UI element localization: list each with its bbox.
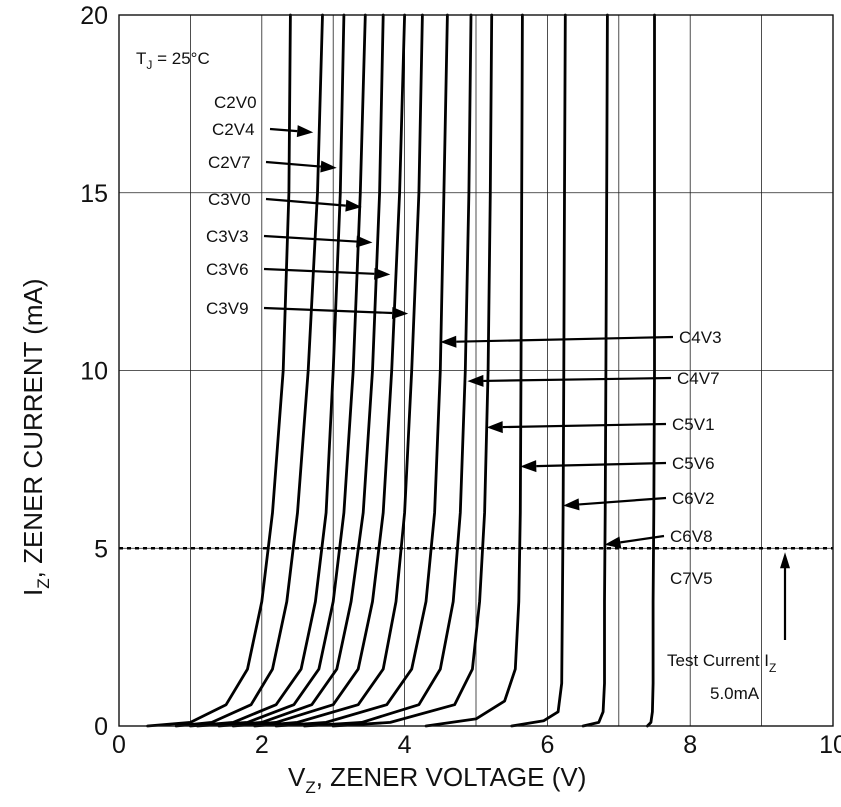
test-current-label: Test Current I	[667, 651, 769, 670]
svg-text:Test Current IZ: Test Current IZ	[667, 651, 776, 675]
curve-c3v9	[253, 13, 424, 728]
plot-frame	[118, 14, 834, 727]
arrowhead-c5v1	[486, 421, 503, 434]
label-c3v3: C3V3	[206, 227, 249, 246]
curve-c6v2	[510, 13, 567, 728]
arrowhead-c4v3	[440, 335, 457, 348]
curve-c4v7	[303, 13, 473, 728]
arrow-c4v7	[483, 376, 672, 383]
arrow-c3v3	[263, 234, 357, 243]
arrow-c6v2	[578, 496, 667, 506]
x-axis-title: VZ, ZENER VOLTAGE (V)	[288, 762, 586, 797]
x-tick-label: 6	[540, 731, 554, 759]
label-c2v7: C2V7	[208, 153, 251, 172]
label-c3v9: C3V9	[206, 299, 249, 318]
arrowhead-c6v8	[604, 536, 622, 549]
y-tick-label: 10	[80, 358, 108, 386]
arrowhead-c3v0	[345, 199, 362, 212]
arrow-c3v0	[265, 197, 346, 207]
label-c2v0: C2V0	[214, 93, 257, 112]
arrowhead-c2v7	[320, 160, 337, 173]
y-tick-label: 15	[80, 180, 108, 208]
curve-group	[146, 13, 656, 728]
junction-temp-annotation: TJ = 25°C	[136, 49, 210, 72]
label-c3v0: C3V0	[208, 190, 251, 209]
arrow-c2v4	[269, 127, 298, 133]
test-current-sub: Z	[769, 661, 776, 675]
label-c5v1: C5V1	[672, 415, 715, 434]
arrow-c4v3	[456, 335, 674, 343]
curve-c2v7	[189, 13, 346, 728]
y-tick-label: 0	[94, 713, 108, 741]
curve-c3v0	[196, 13, 367, 728]
label-c4v7: C4V7	[677, 369, 720, 388]
label-c4v3: C4V3	[679, 328, 722, 347]
arrow-c6v8	[620, 534, 665, 544]
test-current-line-group	[119, 547, 833, 640]
x-tick-label: 8	[683, 731, 697, 759]
test-current-note: Test Current IZ 5.0mA	[667, 651, 776, 703]
arrow-c3v9	[263, 306, 393, 315]
curve-c5v6	[424, 13, 524, 728]
x-tick-label: 2	[255, 731, 269, 759]
arrowhead-c6v2	[563, 498, 580, 511]
curve-label-group: C2V0 C2V4 C2V7 C3V0 C3V3 C3V6 C3V9 C4V3 C4V7 C5V1…	[206, 93, 722, 588]
label-c6v8: C6V8	[670, 527, 713, 546]
y-tick-label: 5	[94, 535, 108, 563]
arrowhead-c3v6	[374, 267, 391, 280]
arrowhead-c2v4	[296, 125, 314, 138]
arrow-c5v6	[536, 461, 667, 468]
label-c6v2: C6V2	[672, 489, 715, 508]
label-c2v4: C2V4	[212, 120, 255, 139]
curve-c2v4	[174, 13, 324, 728]
label-c3v6: C3V6	[206, 260, 249, 279]
curve-c6v8	[581, 13, 609, 728]
arrowhead-c3v3	[356, 235, 373, 248]
arrowhead-c4v7	[467, 374, 484, 387]
curve-c4v3	[274, 13, 449, 728]
y-tick-label: 20	[80, 2, 108, 30]
curve-c5v1	[331, 13, 494, 728]
curve-c7v5	[646, 13, 656, 728]
label-c5v6: C5V6	[672, 454, 715, 473]
x-tick-label: 0	[112, 731, 126, 759]
arrow-c5v1	[502, 422, 667, 429]
curve-c3v3	[217, 13, 385, 728]
x-tick-label: 4	[398, 731, 412, 759]
test-current-value: 5.0mA	[710, 684, 760, 703]
x-tick-label: 10	[819, 731, 841, 759]
tick-label-group: 0 2 4 6 8 10 0 5 10 15 20	[80, 2, 841, 759]
arrow-c2v7	[265, 160, 321, 168]
curve-c3v6	[231, 13, 406, 728]
arrowhead-c5v6	[520, 460, 537, 473]
y-axis-title: IZ, ZENER CURRENT (mA)	[18, 278, 53, 596]
test-current-arrowhead	[780, 552, 790, 569]
curve-c2v0	[146, 13, 292, 728]
arrowhead-c3v9	[391, 307, 409, 319]
arrow-c3v6	[263, 267, 375, 275]
label-c7v5: C7V5	[670, 569, 713, 588]
